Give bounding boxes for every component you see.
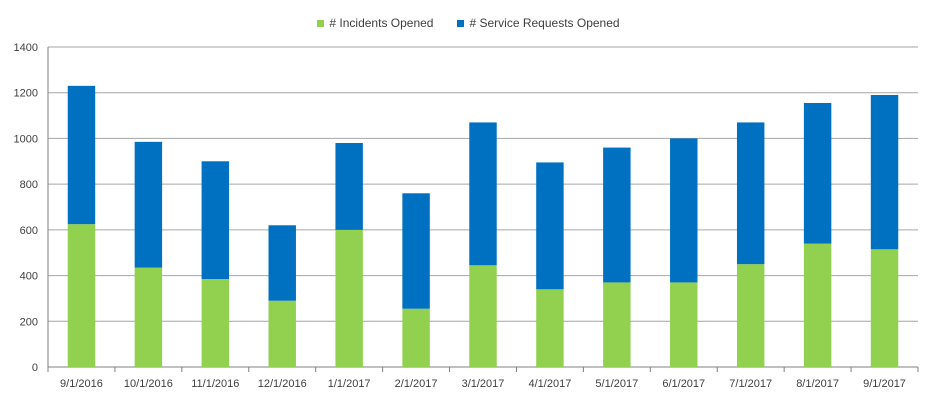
x-tick-label: 2/1/2017 <box>395 378 438 390</box>
y-tick-label: 600 <box>20 225 38 237</box>
y-tick-label: 1200 <box>14 88 38 100</box>
legend-label-incidents: # Incidents Opened <box>329 16 434 30</box>
x-tick-label: 10/1/2016 <box>124 378 173 390</box>
bar-service-requests <box>201 161 230 279</box>
bar-service-requests <box>335 143 363 230</box>
x-tick-label: 8/1/2017 <box>796 378 839 390</box>
x-tick-label: 1/1/2017 <box>328 378 371 390</box>
legend-item-service-requests: # Service Requests Opened <box>457 16 620 30</box>
x-tick-label: 9/1/2016 <box>60 378 103 390</box>
legend-swatch-incidents <box>317 19 325 27</box>
bar-incidents <box>201 279 230 367</box>
bar-service-requests <box>736 122 765 265</box>
bar-service-requests <box>870 95 899 250</box>
bar-incidents <box>402 308 430 367</box>
bar-incidents <box>469 265 497 367</box>
legend-label-service-requests: # Service Requests Opened <box>469 16 620 30</box>
bar-incidents <box>268 300 296 367</box>
bar-service-requests <box>134 141 163 268</box>
bar-incidents <box>870 249 899 367</box>
legend-swatch-service-requests <box>457 19 465 27</box>
y-tick-label: 0 <box>32 362 38 374</box>
x-tick-label: 3/1/2017 <box>462 378 505 390</box>
bar-incidents <box>536 289 564 367</box>
x-tick-label: 11/1/2016 <box>191 378 239 390</box>
bar-service-requests <box>402 193 430 309</box>
bar-service-requests <box>536 162 564 290</box>
bar-incidents <box>670 282 698 367</box>
bar-service-requests <box>469 122 497 266</box>
y-tick-label: 800 <box>20 179 38 191</box>
legend: # Incidents Opened # Service Requests Op… <box>0 16 937 30</box>
y-tick-label: 1000 <box>14 133 38 145</box>
bar-service-requests <box>803 103 832 244</box>
x-tick-label: 12/1/2016 <box>258 378 307 390</box>
y-tick-label: 1400 <box>14 42 38 54</box>
bar-incidents <box>67 224 96 367</box>
x-tick-label: 6/1/2017 <box>662 378 705 390</box>
x-tick-label: 4/1/2017 <box>529 378 572 390</box>
bar-incidents <box>134 267 163 367</box>
bar-service-requests <box>670 138 698 283</box>
y-tick-label: 200 <box>20 316 38 328</box>
bar-service-requests <box>268 225 296 301</box>
x-tick-label: 7/1/2017 <box>729 378 772 390</box>
bar-incidents <box>335 229 363 367</box>
x-tick-label: 5/1/2017 <box>595 378 638 390</box>
legend-item-incidents: # Incidents Opened <box>317 16 433 30</box>
bar-service-requests <box>603 147 631 283</box>
bar-incidents <box>803 243 832 367</box>
bar-service-requests <box>67 85 96 225</box>
x-tick-label: 9/1/2017 <box>863 378 906 390</box>
bar-incidents <box>603 282 631 367</box>
y-tick-label: 400 <box>20 271 38 283</box>
bar-incidents <box>736 264 765 367</box>
